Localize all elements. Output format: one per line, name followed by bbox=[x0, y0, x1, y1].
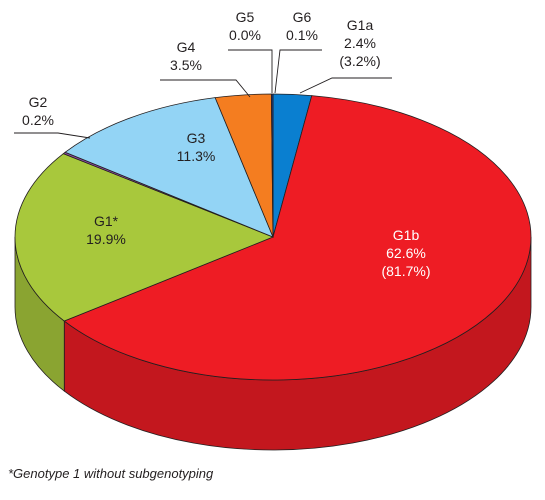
label-group-g5: G5 0.0% bbox=[228, 9, 273, 93]
slice-value-g5: 0.0% bbox=[229, 27, 261, 43]
slice-extra-g1b: (81.7%) bbox=[381, 263, 430, 279]
leader-line-g2 bbox=[14, 132, 91, 139]
slice-value-g2: 0.2% bbox=[22, 112, 54, 128]
slice-extra-g1a: (3.2%) bbox=[339, 53, 380, 69]
slice-label-g1a: G1a bbox=[347, 17, 374, 33]
leader-line-g6 bbox=[274, 49, 322, 94]
slice-value-g4: 3.5% bbox=[170, 57, 202, 73]
slice-label-g5: G5 bbox=[236, 9, 255, 25]
slice-value-g1b: 62.6% bbox=[386, 245, 426, 261]
slice-label-g4: G4 bbox=[177, 39, 196, 55]
label-group-g1: G1* 19.9% bbox=[86, 213, 126, 247]
leader-line-g5 bbox=[228, 49, 273, 93]
label-group-g1b: G1b 62.6% (81.7%) bbox=[381, 227, 430, 279]
pie-labels: G1a 2.4% (3.2%) G1b 62.6% (81.7%) G1* 19.9% G2 0.… bbox=[14, 9, 431, 279]
chart-footnote: *Genotype 1 without subgenotyping bbox=[8, 466, 214, 481]
label-group-g2: G2 0.2% bbox=[14, 94, 91, 139]
slice-g1b bbox=[63, 95, 532, 381]
slice-label-g2: G2 bbox=[29, 94, 48, 110]
slice-value-g1: 19.9% bbox=[86, 231, 126, 247]
slice-g6 bbox=[270, 93, 274, 238]
slice-g1 bbox=[14, 153, 275, 322]
slice-g3 bbox=[64, 97, 274, 238]
slice-label-g1b: G1b bbox=[393, 227, 420, 243]
slice-label-g1: G1* bbox=[94, 213, 119, 229]
label-group-g6: G6 0.1% bbox=[274, 9, 322, 94]
leader-line-g4 bbox=[160, 79, 251, 98]
label-group-g1a: G1a 2.4% (3.2%) bbox=[299, 17, 392, 94]
slice-value-g1a: 2.4% bbox=[344, 35, 376, 51]
slice-value-g3: 11.3% bbox=[177, 148, 216, 164]
slice-value-g6: 0.1% bbox=[286, 27, 318, 43]
label-group-g3: G3 11.3% bbox=[177, 130, 216, 164]
slice-label-g6: G6 bbox=[293, 9, 312, 25]
leader-line-g1a bbox=[299, 77, 392, 94]
label-group-g4: G4 3.5% bbox=[160, 39, 251, 98]
pie-top bbox=[14, 93, 532, 381]
slice-label-g3: G3 bbox=[187, 130, 206, 146]
